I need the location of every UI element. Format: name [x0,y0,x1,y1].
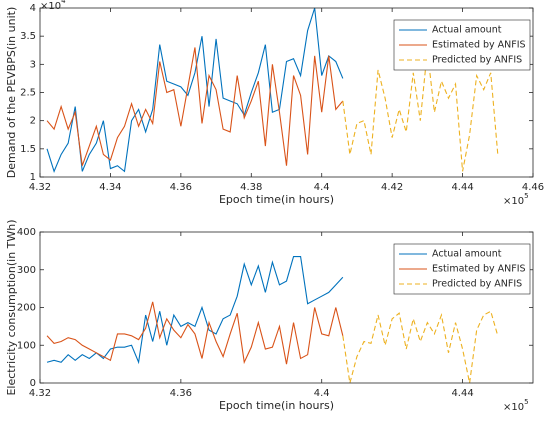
y-tick-label: 1 [30,172,36,183]
x-tick-label: 4.38 [240,182,262,193]
x-multiplier-exponent: 5 [524,192,528,200]
x-tick-label: 4.44 [451,182,473,193]
legend-label: Predicted by ANFIS [432,55,522,66]
x-multiplier-base: ×10 [503,196,524,207]
x-tick-label: 4.36 [170,182,192,193]
x-axis-label: Epoch time(in hours) [219,399,334,412]
y-tick-label: 200 [17,303,36,314]
x-tick-label: 4.44 [451,388,473,399]
x-multiplier: ×105 [503,398,529,413]
data-line [46,47,344,166]
data-line [342,310,499,384]
legend-label: Predicted by ANFIS [432,279,522,290]
x-tick-label: 4.46 [522,182,544,193]
y-tick-label: 4 [30,3,36,14]
y-tick-label: 100 [17,340,36,351]
y-multiplier-exponent: 4 [61,0,66,5]
data-line [46,7,344,173]
y-tick-label: 1.5 [20,144,36,155]
x-multiplier-exponent: 5 [524,398,528,406]
x-multiplier-base: ×10 [503,402,524,413]
y-multiplier-base: ×10 [40,1,61,12]
y-axis-label: Demand of the PEVBPS(in unit) [5,7,18,178]
x-multiplier: ×105 [503,192,529,207]
y-tick-label: 300 [17,265,36,276]
y-tick-label: 0 [30,378,36,389]
y-multiplier: ×104 [40,0,66,12]
x-tick-label: 4.32 [29,182,51,193]
legend-label: Actual amount [432,249,502,260]
y-tick-label: 400 [17,227,36,238]
legend-label: Estimated by ANFIS [432,40,526,51]
data-line [46,301,344,365]
x-tick-label: 4.4 [314,182,330,193]
x-tick-label: 4.42 [381,182,403,193]
data-line [342,50,499,172]
legend-label: Estimated by ANFIS [432,264,526,275]
y-tick-label: 3.5 [20,31,36,42]
x-tick-label: 4.32 [29,388,51,399]
x-tick-label: 4.36 [170,388,192,399]
legend-label: Actual amount [432,25,502,36]
y-axis-label: Electricity consumption(in TWh) [5,219,18,395]
y-tick-label: 3 [30,59,36,70]
x-tick-label: 4.34 [99,182,121,193]
x-axis-label: Epoch time(in hours) [219,193,334,206]
y-tick-label: 2.5 [20,88,36,99]
y-tick-label: 2 [30,116,36,127]
x-tick-label: 4.4 [314,388,330,399]
